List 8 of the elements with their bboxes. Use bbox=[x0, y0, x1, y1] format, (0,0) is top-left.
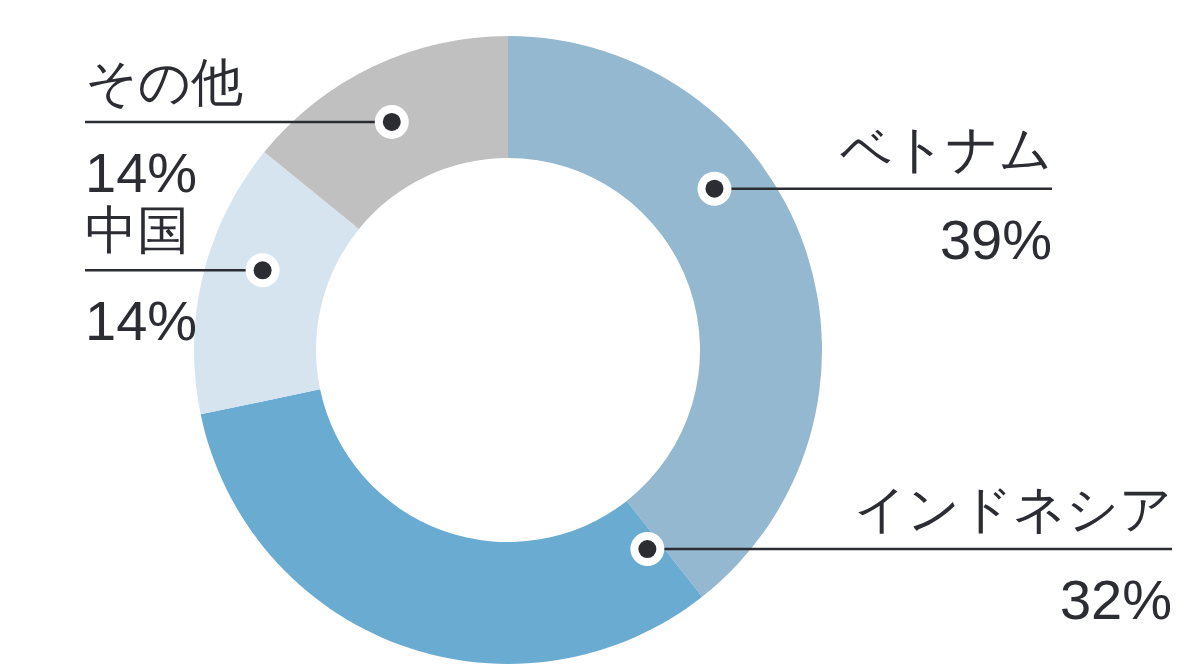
data-label: 39% bbox=[939, 207, 1052, 271]
data-label: 14% bbox=[85, 140, 198, 204]
slice-label: ベトナム bbox=[840, 119, 1052, 178]
slice-label: その他 bbox=[85, 52, 243, 111]
data-label: 14% bbox=[85, 289, 198, 353]
slice-label: インドネシア bbox=[854, 480, 1172, 539]
data-label: 32% bbox=[1059, 568, 1172, 632]
slice-label: 中国 bbox=[85, 201, 189, 260]
